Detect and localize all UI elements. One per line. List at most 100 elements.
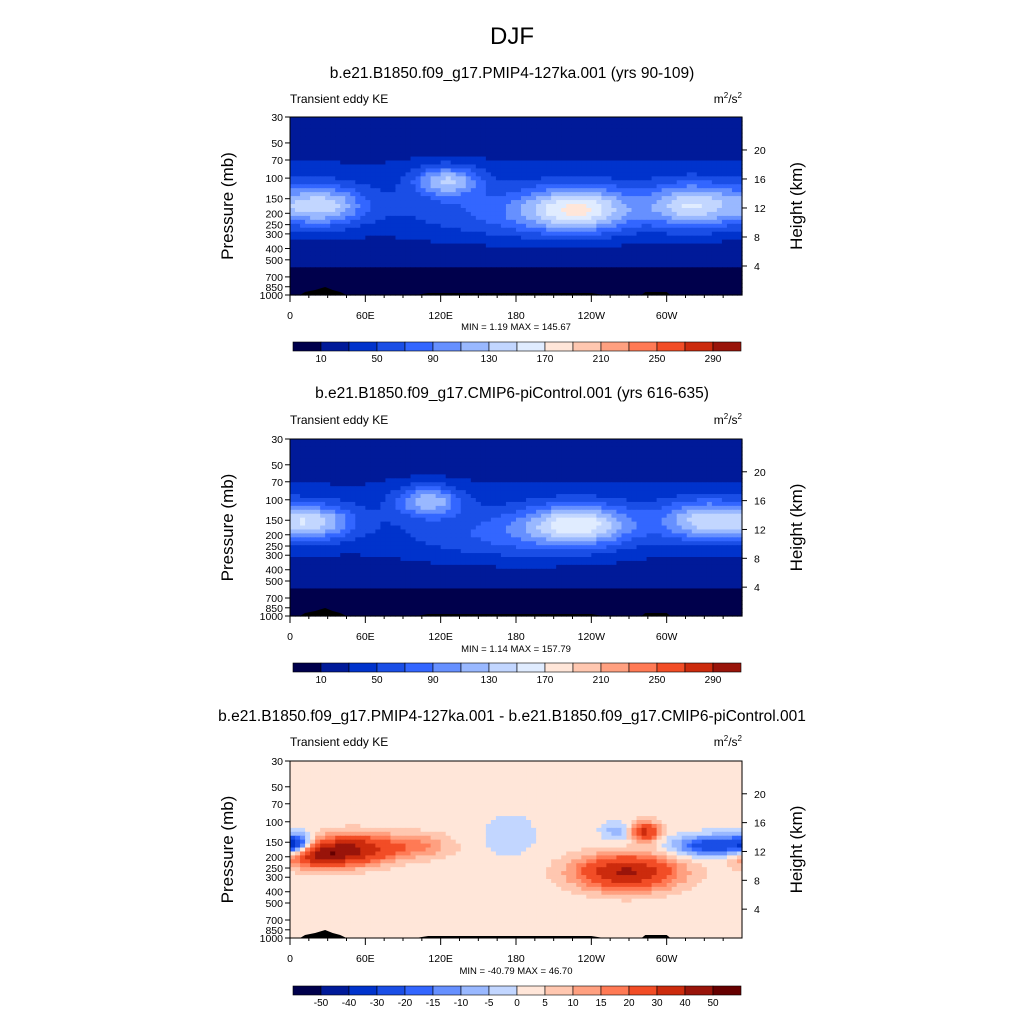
heatmap-cell: [375, 263, 381, 268]
heatmap-cell: [295, 184, 301, 189]
heatmap-cell: [692, 463, 698, 468]
heatmap-cell: [451, 133, 457, 138]
heatmap-cell: [466, 117, 472, 122]
heatmap-cell: [682, 200, 688, 205]
heatmap-cell: [586, 180, 592, 185]
heatmap-cell: [476, 117, 482, 122]
heatmap-cell: [350, 259, 356, 264]
heatmap-cell: [481, 224, 487, 229]
heatmap-cell: [626, 129, 632, 134]
heatmap-cell: [416, 267, 422, 272]
heatmap-cell: [526, 188, 532, 193]
heatmap-cell: [421, 228, 427, 233]
heatmap-cell: [486, 129, 492, 134]
heatmap-cell: [305, 267, 311, 272]
heatmap-cell: [365, 439, 371, 444]
heatmap-cell: [516, 459, 522, 464]
heatmap-cell: [606, 153, 612, 158]
heatmap-cell: [436, 117, 442, 122]
heatmap-cell: [576, 184, 582, 189]
heatmap-cell: [335, 439, 341, 444]
heatmap-cell: [511, 216, 517, 221]
heatmap-cell: [611, 121, 617, 126]
heatmap-cell: [556, 200, 562, 205]
heatmap-cell: [471, 463, 477, 468]
heatmap-cell: [717, 208, 723, 213]
heatmap-cell: [581, 443, 587, 448]
heatmap-cell: [436, 164, 442, 169]
heatmap-cell: [632, 184, 638, 189]
heatmap-cell: [406, 125, 412, 130]
heatmap-cell: [601, 129, 607, 134]
heatmap-cell: [295, 443, 301, 448]
heatmap-cell: [491, 279, 497, 284]
heatmap-cell: [380, 232, 386, 237]
heatmap-cell: [536, 470, 542, 475]
heatmap-cell: [461, 149, 467, 154]
heatmap-cell: [385, 157, 391, 162]
heatmap-cell: [591, 204, 597, 209]
heatmap-cell: [496, 255, 502, 260]
colorbar-label: 90: [427, 354, 439, 365]
heatmap-cell: [667, 451, 673, 456]
heatmap-cell: [611, 137, 617, 142]
heatmap-cell: [345, 263, 351, 268]
heatmap-cell: [496, 125, 502, 130]
heatmap-cell: [335, 255, 341, 260]
heatmap-cell: [370, 287, 376, 292]
heatmap-cell: [446, 474, 452, 479]
heatmap-cell: [606, 244, 612, 249]
heatmap-cell: [727, 176, 733, 181]
heatmap-cell: [541, 172, 547, 177]
heatmap-cell: [657, 212, 663, 217]
heatmap-cell: [596, 279, 602, 284]
heatmap-cell: [310, 164, 316, 169]
heatmap-cell: [385, 204, 391, 209]
heatmap-cell: [300, 216, 306, 221]
heatmap-cell: [370, 208, 376, 213]
heatmap-cell: [687, 180, 693, 185]
heatmap-cell: [330, 176, 336, 181]
heatmap-cell: [355, 137, 361, 142]
heatmap-cell: [657, 267, 663, 272]
heatmap-cell: [385, 164, 391, 169]
heatmap-cell: [556, 172, 562, 177]
heatmap-cell: [611, 180, 617, 185]
heatmap-cell: [586, 220, 592, 225]
heatmap-cell: [310, 459, 316, 464]
heatmap-cell: [305, 271, 311, 276]
heatmap-cell: [476, 224, 482, 229]
heatmap-cell: [451, 164, 457, 169]
heatmap-cell: [380, 196, 386, 201]
heatmap-cell: [682, 224, 688, 229]
heatmap-cell: [426, 176, 432, 181]
heatmap-cell: [345, 161, 351, 166]
heatmap-cell: [320, 204, 326, 209]
heatmap-cell: [406, 236, 412, 241]
heatmap-cell: [300, 164, 306, 169]
heatmap-cell: [390, 232, 396, 237]
colorbar-swatch: [517, 342, 545, 351]
heatmap-cell: [456, 275, 462, 280]
heatmap-cell: [406, 184, 412, 189]
heatmap-cell: [581, 141, 587, 146]
heatmap-cell: [581, 259, 587, 264]
heatmap-cell: [320, 164, 326, 169]
heatmap-cell: [662, 176, 668, 181]
heatmap-cell: [436, 279, 442, 284]
heatmap-cell: [581, 232, 587, 237]
heatmap-cell: [310, 133, 316, 138]
heatmap-cell: [591, 212, 597, 217]
heatmap-cell: [496, 172, 502, 177]
heatmap-cell: [732, 137, 738, 142]
heatmap-cell: [446, 470, 452, 475]
heatmap-cell: [330, 236, 336, 241]
heatmap-cell: [647, 451, 653, 456]
heatmap-cell: [591, 153, 597, 158]
heatmap-cell: [677, 459, 683, 464]
heatmap-cell: [431, 439, 437, 444]
heatmap-cell: [310, 168, 316, 173]
heatmap-cell: [375, 470, 381, 475]
heatmap-cell: [365, 157, 371, 162]
heatmap-cell: [521, 149, 527, 154]
